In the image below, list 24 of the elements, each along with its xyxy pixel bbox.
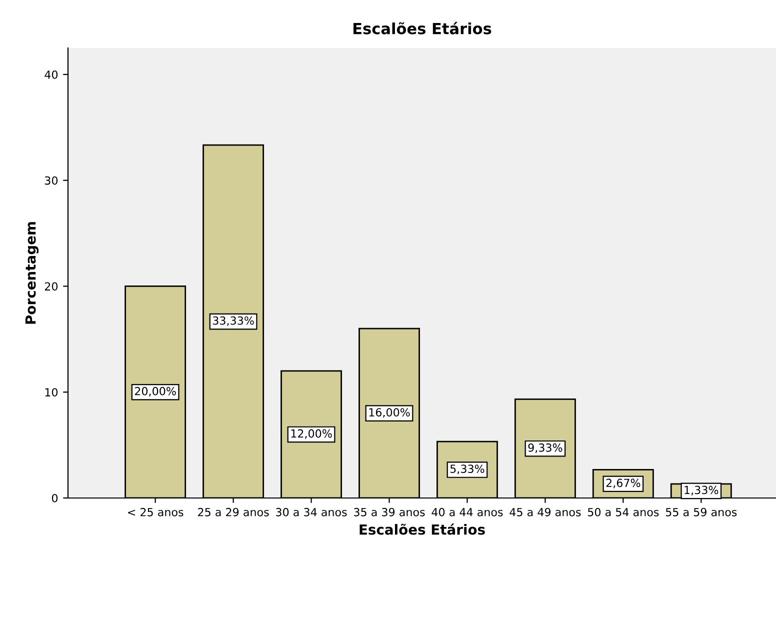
x-tick-label: 40 a 44 anos xyxy=(432,508,503,516)
y-tick-label: 20 xyxy=(44,282,58,291)
x-tick-label: 55 a 59 anos xyxy=(666,508,737,516)
x-axis-title: Escalões Etários xyxy=(360,523,485,535)
x-tick-label: 50 a 54 anos xyxy=(588,508,659,516)
data-label: 2,67% xyxy=(606,478,640,488)
data-label: 12,00% xyxy=(291,429,332,439)
x-tick-label: 35 a 39 anos xyxy=(354,508,425,516)
data-label: 1,33% xyxy=(684,486,718,496)
y-tick-label: 40 xyxy=(44,70,58,79)
x-tick-label: < 25 anos xyxy=(128,508,184,516)
y-tick-label: 0 xyxy=(52,494,58,502)
x-tick-label: 30 a 34 anos xyxy=(276,508,347,516)
data-label: 20,00% xyxy=(134,386,176,396)
data-label: 33,33% xyxy=(212,316,254,326)
chart-title: Escalões Etários xyxy=(353,22,492,34)
data-label: 16,00% xyxy=(369,408,410,418)
data-label: 9,33% xyxy=(528,443,562,453)
x-tick-label: 45 a 49 anos xyxy=(510,508,581,516)
x-tick-label: 25 a 29 anos xyxy=(198,508,269,516)
y-tick-label: 30 xyxy=(44,176,58,185)
y-axis-title: Porcentagem xyxy=(25,222,39,324)
data-label: 5,33% xyxy=(450,464,484,474)
y-tick-label: 10 xyxy=(45,388,58,396)
